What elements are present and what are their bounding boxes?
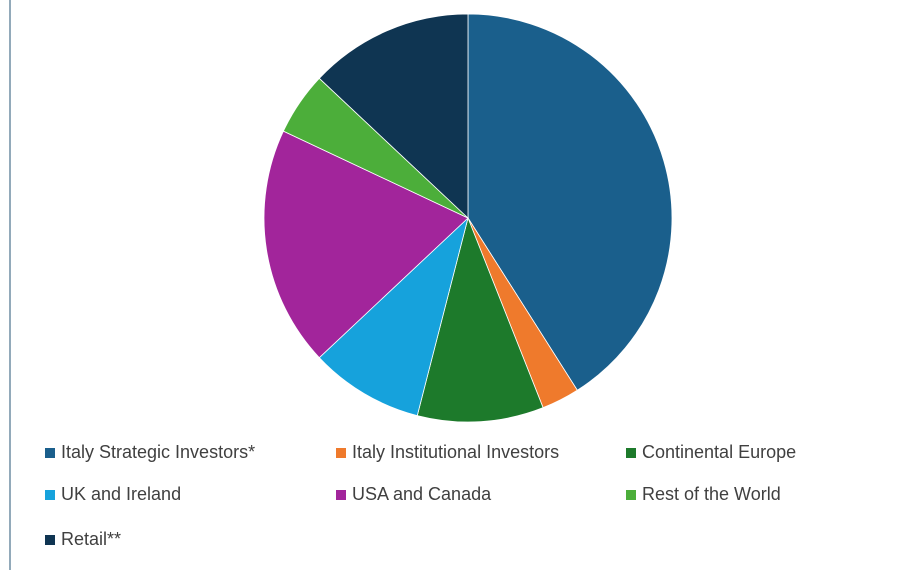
legend-label: Retail**	[61, 529, 121, 549]
legend-label: Rest of the World	[642, 484, 781, 504]
pie-slice	[318, 13, 469, 219]
legend-swatch	[336, 490, 346, 500]
pie-slice	[318, 216, 469, 417]
legend-swatch	[626, 490, 636, 500]
legend-swatch	[336, 448, 346, 458]
legend-swatch	[626, 448, 636, 458]
legend-swatch	[45, 448, 55, 458]
legend-label: UK and Ireland	[61, 484, 181, 504]
legend-label: USA and Canada	[352, 484, 492, 504]
legend-swatch	[45, 490, 55, 500]
pie-slice	[263, 130, 469, 359]
legend-label: Continental Europe	[642, 442, 796, 462]
legend-swatch	[45, 535, 55, 545]
legend-label: Italy Institutional Investors	[352, 442, 559, 462]
pie-slice	[416, 216, 544, 423]
pie-slice	[467, 13, 673, 391]
legend-label: Italy Strategic Investors*	[61, 442, 255, 462]
